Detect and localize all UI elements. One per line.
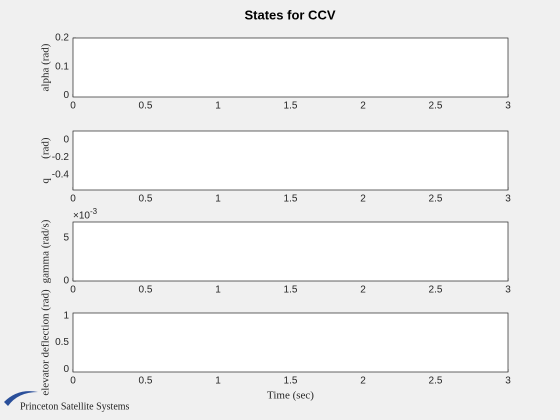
x-tick-label: 1 [215,194,221,205]
y-tick-label: 0 [63,364,69,375]
figure-title: States for CCV [244,7,335,22]
logo-text: Princeton Satellite Systems [20,401,130,412]
subplot: 0 0.5 1 1.5 2 2.5 3 -0.4 -0.2 0 q (rad) [40,130,511,205]
axis-exponent-power: -3 [90,207,98,216]
x-tick-label: 1.5 [284,376,298,387]
x-tick-label: 2 [360,194,366,205]
axes-frame [72,130,509,191]
y-tick-label: 0 [63,90,69,101]
x-tick-label: 2 [360,285,366,296]
x-tick-label: 0 [70,101,76,112]
axes-frame [72,312,509,373]
x-tick-label: 3 [505,285,511,296]
subplot: 0 0.5 1 1.5 2 2.5 3 0 0.5 1 elevator deflection (r… [40,289,512,402]
axes-frame [72,221,509,282]
subplot: 0 0.5 1 1.5 2 2.5 3 0 5 gamma (rad/s) ×10 -3 [40,207,512,296]
x-tick-label: 0 [70,285,76,296]
x-tick-label: 3 [505,376,511,387]
x-tick-label: 2.5 [429,101,443,112]
y-tick-label: 0 [63,134,69,145]
y-axis-label: gamma (rad/s) [40,219,52,283]
x-tick-label: 1 [215,285,221,296]
x-tick-label: 2.5 [429,194,443,205]
y-tick-label: 0 [63,276,69,287]
y-axis-label: elevator deflection (rad) [40,289,52,396]
x-tick-label: 0.5 [139,376,153,387]
x-tick-label: 1 [215,101,221,112]
logo-swoosh [4,391,38,406]
logo: Princeton Satellite Systems [4,391,130,412]
axis-exponent: ×10 [73,211,90,222]
x-tick-label: 0 [70,376,76,387]
x-tick-label: 3 [505,101,511,112]
y-tick-label: 0.1 [55,61,69,72]
y-tick-label: 1 [63,310,69,321]
x-tick-label: 1.5 [284,101,298,112]
y-axis-label: q (rad) [40,137,52,183]
x-tick-label: 0.5 [139,194,153,205]
x-tick-label: 0 [70,194,76,205]
x-tick-label: 1 [215,376,221,387]
x-axis-label: Time (sec) [267,390,314,402]
y-tick-label: 0.2 [55,33,69,44]
y-tick-label: -0.4 [52,170,70,181]
x-tick-label: 0.5 [139,285,153,296]
x-tick-label: 3 [505,194,511,205]
x-tick-label: 2.5 [429,376,443,387]
x-tick-label: 0.5 [139,101,153,112]
x-tick-label: 2 [360,376,366,387]
x-tick-label: 2.5 [429,285,443,296]
x-tick-label: 1.5 [284,194,298,205]
x-tick-label: 1.5 [284,285,298,296]
y-tick-label: 0.5 [55,337,69,348]
y-axis-label: alpha (rad) [40,43,52,91]
y-tick-label: 5 [63,232,69,243]
x-tick-label: 2 [360,101,366,112]
y-tick-label: -0.2 [52,152,70,163]
axes-frame [72,37,509,98]
